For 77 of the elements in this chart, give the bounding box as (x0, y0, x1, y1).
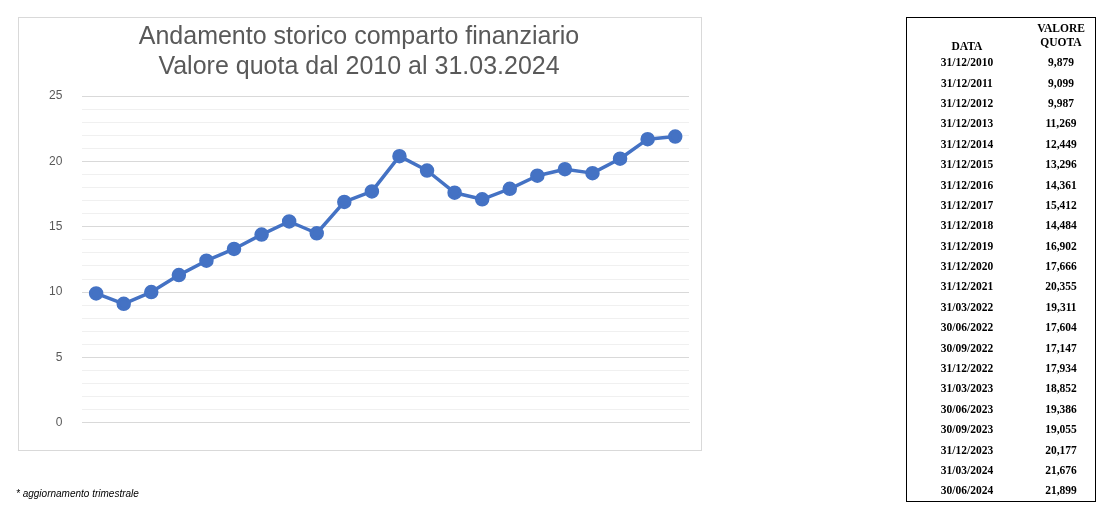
point (447, 185, 462, 200)
text: 13,296 (1044, 157, 1078, 173)
text: 17,934 (1044, 361, 1078, 377)
text: 31/12/2017 (939, 197, 995, 213)
text: 17,147 (1044, 340, 1078, 356)
text: VALORE QUOTA (1036, 21, 1086, 50)
point (585, 165, 600, 181)
text: 19,311 (1044, 299, 1078, 315)
text: 9,879 (1047, 55, 1075, 71)
point (171, 267, 187, 283)
text: 31/03/2022 (939, 299, 995, 315)
text: 31/12/2011 (940, 75, 994, 91)
text: 31/03/2023 (939, 381, 995, 397)
text: 21,899 (1044, 483, 1078, 499)
text: 14,484 (1044, 218, 1078, 234)
text: 30/06/2023 (939, 401, 995, 417)
point (254, 227, 269, 242)
text: 20,177 (1044, 442, 1078, 458)
point (364, 184, 380, 199)
y-tick-label: 10 (48, 284, 63, 299)
text: 31/12/2016 (939, 177, 995, 193)
text: 31/12/2019 (939, 238, 995, 254)
text: 21,676 (1044, 463, 1078, 478)
point (116, 296, 131, 312)
point (88, 286, 104, 301)
text: Andamento storico comparto finanziario (138, 20, 580, 49)
point (557, 161, 573, 177)
point (612, 151, 628, 166)
point (199, 253, 214, 268)
point (419, 163, 435, 178)
text: 19,055 (1044, 422, 1078, 438)
text: Valore quota dal 2010 al 31.03.2024 (158, 50, 560, 79)
text: 30/09/2022 (939, 340, 995, 356)
point (474, 192, 490, 207)
text: 31/12/2018 (939, 218, 995, 234)
text: 31/12/2012 (939, 95, 995, 111)
text: 20,355 (1044, 279, 1078, 295)
point (502, 181, 518, 197)
text: 9,987 (1047, 95, 1075, 111)
text: 31/12/2023 (939, 442, 995, 458)
point (392, 148, 407, 164)
text: 17,666 (1044, 259, 1078, 275)
text: 19,386 (1044, 401, 1078, 417)
text: 18,852 (1044, 381, 1078, 397)
text: 31/12/2010 (939, 55, 995, 71)
y-tick-label: 5 (55, 349, 63, 364)
text: 31/12/2022 (939, 361, 995, 377)
point (667, 129, 683, 144)
text: 9,099 (1047, 75, 1075, 91)
text: 30/06/2022 (939, 320, 995, 336)
text: 12,449 (1044, 136, 1078, 152)
y-tick-label: 15 (48, 219, 63, 234)
text: 31/03/2024 (939, 463, 995, 478)
point (337, 194, 352, 210)
y-tick-label: 0 (55, 415, 63, 430)
point (309, 226, 324, 241)
text: 11,269 (1044, 116, 1078, 132)
text: 31/12/2014 (939, 136, 995, 152)
point (640, 131, 655, 147)
y-tick-label: 20 (48, 153, 63, 168)
text: DATA (950, 39, 984, 52)
text: 31/12/2021 (939, 279, 995, 295)
text: 14,361 (1044, 177, 1078, 193)
text: 31/12/2020 (939, 259, 995, 275)
text: 17,604 (1044, 320, 1078, 336)
text: 16,902 (1044, 238, 1078, 254)
y-tick-label: 25 (48, 88, 63, 103)
text: 31/12/2013 (939, 116, 995, 132)
point (530, 168, 545, 183)
text: * aggiornamento trimestrale (16, 488, 139, 499)
point (226, 241, 242, 257)
point (144, 284, 159, 300)
text: 15,412 (1044, 197, 1078, 213)
text: 30/09/2023 (939, 422, 995, 438)
text: 31/12/2015 (939, 157, 995, 173)
text: 30/06/2024 (939, 483, 995, 499)
point (281, 214, 297, 229)
